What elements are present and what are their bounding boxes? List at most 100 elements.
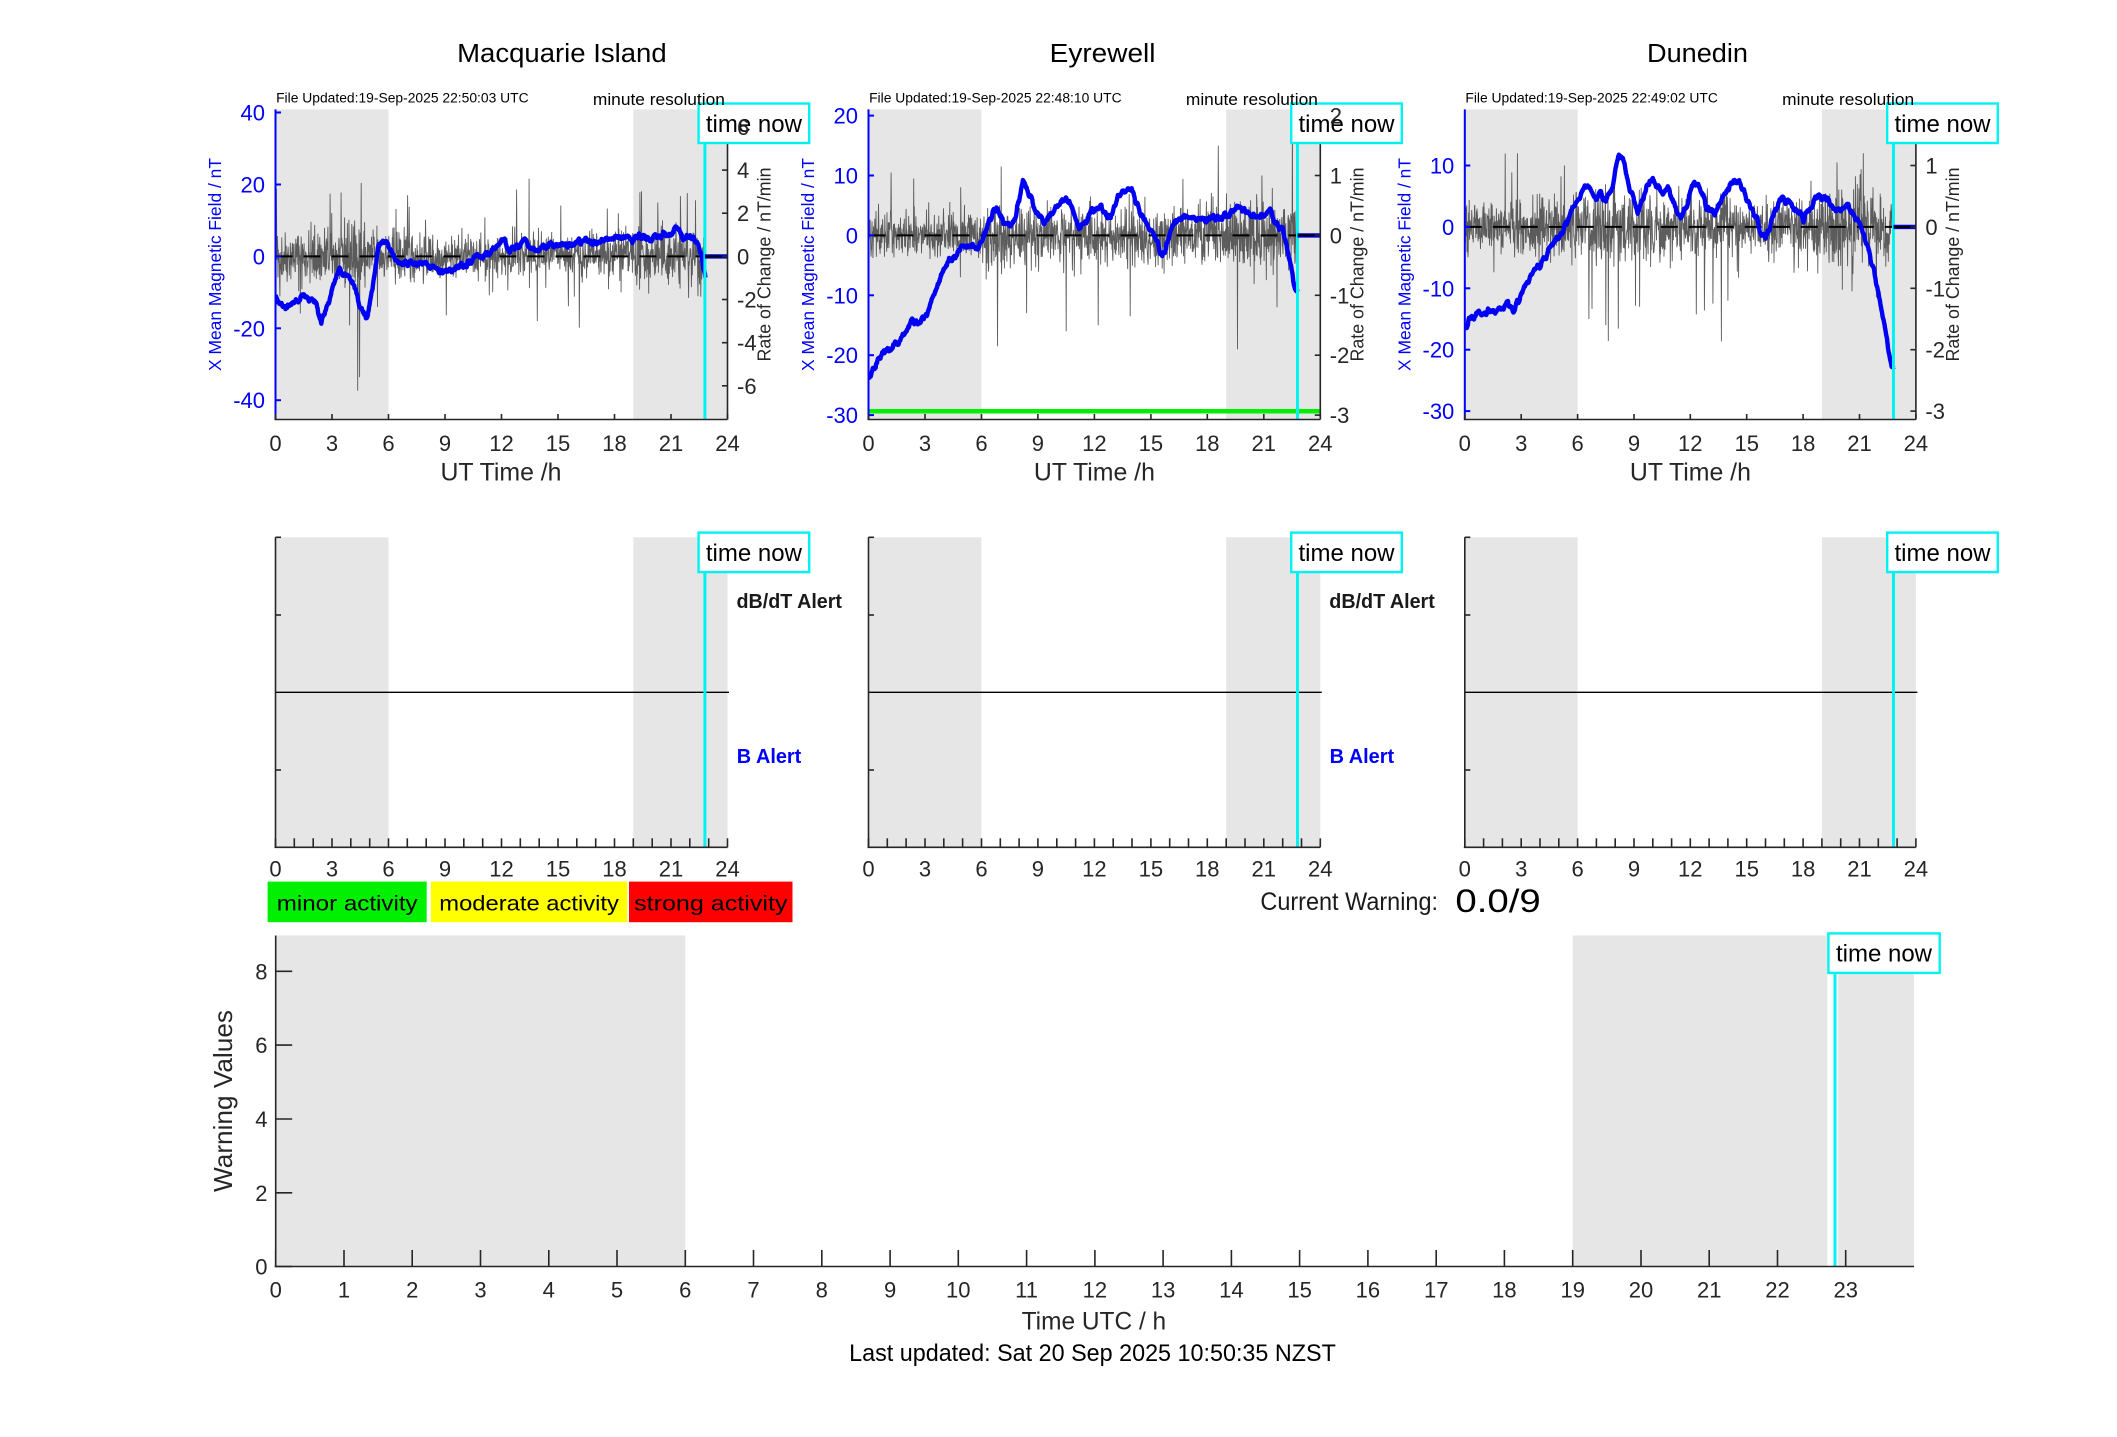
svg-text:3: 3: [326, 431, 338, 456]
svg-text:Time UTC / h: Time UTC / h: [1022, 1308, 1167, 1336]
svg-text:File Updated:19-Sep-2025 22:48: File Updated:19-Sep-2025 22:48:10 UTC: [869, 91, 1122, 106]
svg-text:Rate of Change / nT/min: Rate of Change / nT/min: [755, 168, 775, 362]
svg-text:time now: time now: [1894, 111, 1991, 138]
svg-text:File Updated:19-Sep-2025 22:50: File Updated:19-Sep-2025 22:50:03 UTC: [276, 91, 529, 106]
svg-text:0: 0: [1459, 431, 1471, 456]
svg-text:6: 6: [1571, 856, 1583, 881]
svg-text:3: 3: [919, 431, 931, 456]
svg-text:-20: -20: [826, 343, 858, 368]
svg-text:15: 15: [546, 856, 570, 881]
svg-text:Macquarie Island: Macquarie Island: [457, 40, 667, 68]
svg-text:10: 10: [1430, 154, 1454, 179]
svg-text:4: 4: [737, 158, 749, 183]
svg-text:1: 1: [1925, 154, 1937, 179]
svg-text:9: 9: [1628, 431, 1640, 456]
svg-text:Last updated: Sat 20 Sep 2025: Last updated: Sat 20 Sep 2025 10:50:35 N…: [849, 1340, 1336, 1367]
svg-text:UT Time /h: UT Time /h: [1630, 459, 1751, 487]
svg-text:12: 12: [1082, 431, 1106, 456]
svg-text:8: 8: [255, 959, 267, 984]
svg-text:12: 12: [1678, 431, 1702, 456]
svg-text:0: 0: [737, 244, 749, 269]
svg-text:6: 6: [255, 1033, 267, 1058]
svg-text:21: 21: [659, 431, 683, 456]
svg-text:0: 0: [270, 1278, 282, 1303]
svg-text:9: 9: [1628, 856, 1640, 881]
svg-text:11: 11: [1015, 1278, 1038, 1303]
svg-text:18: 18: [1791, 431, 1815, 456]
svg-text:22: 22: [1765, 1278, 1789, 1303]
svg-text:3: 3: [1515, 431, 1527, 456]
svg-text:Rate of Change / nT/min: Rate of Change / nT/min: [1943, 168, 1963, 362]
svg-text:21: 21: [1252, 431, 1276, 456]
svg-text:40: 40: [241, 101, 265, 126]
svg-text:0: 0: [862, 856, 874, 881]
svg-text:12: 12: [489, 431, 513, 456]
svg-text:Dunedin: Dunedin: [1647, 40, 1748, 68]
svg-text:3: 3: [1515, 856, 1527, 881]
svg-text:0.0/9: 0.0/9: [1455, 883, 1540, 919]
svg-text:0: 0: [862, 431, 874, 456]
svg-text:7: 7: [747, 1278, 759, 1303]
svg-text:1: 1: [1330, 164, 1342, 189]
svg-text:UT Time /h: UT Time /h: [441, 459, 562, 487]
svg-text:4: 4: [255, 1107, 267, 1132]
svg-text:-40: -40: [233, 388, 265, 413]
svg-text:-30: -30: [826, 403, 858, 428]
svg-text:24: 24: [1308, 856, 1332, 881]
svg-text:dB/dT Alert: dB/dT Alert: [737, 591, 843, 613]
svg-text:-2: -2: [737, 288, 757, 313]
svg-text:minute resolution: minute resolution: [1186, 90, 1318, 109]
svg-text:-3: -3: [1330, 403, 1350, 428]
svg-text:-10: -10: [826, 283, 858, 308]
svg-text:1: 1: [338, 1278, 350, 1303]
svg-text:18: 18: [602, 431, 626, 456]
svg-text:B Alert: B Alert: [1330, 746, 1395, 768]
svg-text:17: 17: [1424, 1278, 1448, 1303]
svg-text:6: 6: [737, 115, 749, 140]
svg-text:9: 9: [884, 1278, 896, 1303]
svg-text:-1: -1: [1330, 283, 1350, 308]
svg-text:dB/dT Alert: dB/dT Alert: [1329, 591, 1435, 613]
svg-text:0: 0: [253, 244, 265, 269]
svg-text:0: 0: [846, 223, 858, 248]
svg-text:2: 2: [737, 201, 749, 226]
svg-text:Rate of Change / nT/min: Rate of Change / nT/min: [1347, 168, 1367, 362]
svg-text:18: 18: [1195, 431, 1219, 456]
svg-text:time now: time now: [1298, 540, 1395, 567]
svg-text:23: 23: [1833, 1278, 1857, 1303]
svg-text:3: 3: [326, 856, 338, 881]
svg-text:15: 15: [546, 431, 570, 456]
svg-text:9: 9: [439, 431, 451, 456]
svg-text:15: 15: [1734, 431, 1758, 456]
svg-text:time now: time now: [706, 540, 803, 567]
svg-text:10: 10: [946, 1278, 970, 1303]
svg-text:minute resolution: minute resolution: [593, 90, 725, 109]
svg-text:6: 6: [975, 431, 987, 456]
svg-text:24: 24: [1308, 431, 1332, 456]
svg-text:Eyrewell: Eyrewell: [1050, 40, 1156, 68]
svg-text:10: 10: [834, 164, 858, 189]
svg-text:21: 21: [659, 856, 683, 881]
svg-text:15: 15: [1139, 431, 1163, 456]
svg-text:9: 9: [439, 856, 451, 881]
svg-text:-3: -3: [1925, 399, 1945, 424]
svg-text:time now: time now: [1894, 540, 1991, 567]
svg-text:21: 21: [1697, 1278, 1721, 1303]
svg-text:6: 6: [382, 431, 394, 456]
svg-text:X Mean Magnetic Field / nT: X Mean Magnetic Field / nT: [205, 158, 225, 371]
svg-text:6: 6: [1571, 431, 1583, 456]
svg-text:18: 18: [1492, 1278, 1516, 1303]
svg-text:strong activity: strong activity: [634, 891, 788, 915]
svg-text:-10: -10: [1423, 276, 1455, 301]
svg-text:18: 18: [602, 856, 626, 881]
svg-text:15: 15: [1139, 856, 1163, 881]
svg-text:21: 21: [1847, 431, 1871, 456]
svg-text:9: 9: [1032, 856, 1044, 881]
svg-text:0: 0: [1925, 215, 1937, 240]
svg-text:2: 2: [255, 1181, 267, 1206]
svg-text:20: 20: [834, 104, 858, 129]
svg-text:File Updated:19-Sep-2025 22:49: File Updated:19-Sep-2025 22:49:02 UTC: [1465, 91, 1718, 106]
svg-text:24: 24: [715, 431, 739, 456]
svg-text:0: 0: [269, 431, 281, 456]
svg-text:moderate activity: moderate activity: [439, 891, 619, 915]
